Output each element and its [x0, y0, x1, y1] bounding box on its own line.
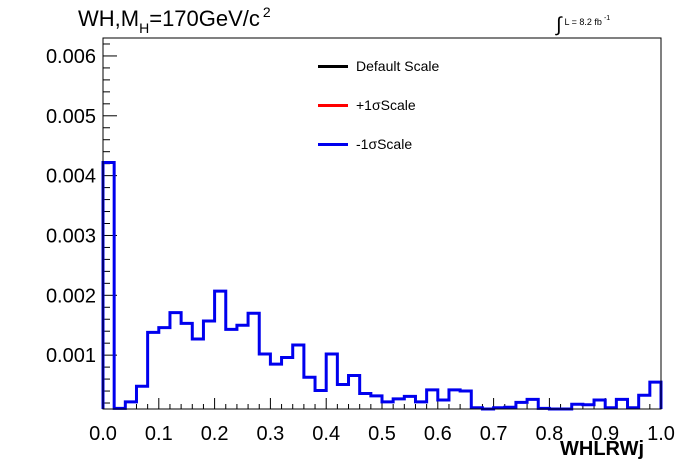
x-tick-label: 0.2	[201, 423, 229, 445]
legend-entry-default-scale: Default Scale	[318, 58, 439, 74]
legend-entry-minus-1sigma: -1σScale	[318, 136, 412, 152]
legend-entry-plus-1sigma: +1σScale	[318, 97, 416, 113]
x-axis-label: WHLRWj	[560, 438, 645, 460]
histogram-series--1-scale	[101, 160, 663, 411]
y-tick-label: 0.006	[46, 46, 96, 68]
legend-swatch-default-scale	[318, 64, 348, 68]
y-tick-label: 0.003	[46, 225, 96, 247]
plot-title: WH,MH=170GeV/c 2	[78, 4, 271, 36]
legend-label-plus-1sigma: +1σScale	[356, 97, 416, 113]
y-tick-label: 0.002	[46, 285, 96, 307]
legend-swatch-minus-1sigma	[318, 142, 348, 146]
luminosity-label: ∫ L = 8.2 fb -1	[556, 14, 611, 36]
x-tick-label: 0.5	[368, 423, 396, 445]
x-tick-label: 0.4	[312, 423, 340, 445]
x-tick-label: 0.6	[424, 423, 452, 445]
legend-label-minus-1sigma: -1σScale	[356, 136, 413, 152]
legend-swatch-plus-1sigma	[318, 103, 348, 107]
y-tick-label: 0.005	[46, 106, 96, 128]
y-tick-label: 0.004	[46, 166, 96, 188]
x-tick-label: 1.0	[647, 423, 675, 445]
x-tick-label: 0.7	[480, 423, 508, 445]
legend-label-default-scale: Default Scale	[356, 58, 440, 74]
x-tick-label: 0.9	[591, 423, 619, 445]
plot-frame	[102, 37, 662, 410]
x-tick-label: 0.0	[89, 423, 117, 445]
x-tick-label: 0.8	[535, 423, 563, 445]
x-tick-label: 0.3	[256, 423, 284, 445]
x-tick-label: 0.1	[145, 423, 173, 445]
y-tick-label: 0.001	[46, 345, 96, 367]
plot-area	[103, 38, 661, 409]
